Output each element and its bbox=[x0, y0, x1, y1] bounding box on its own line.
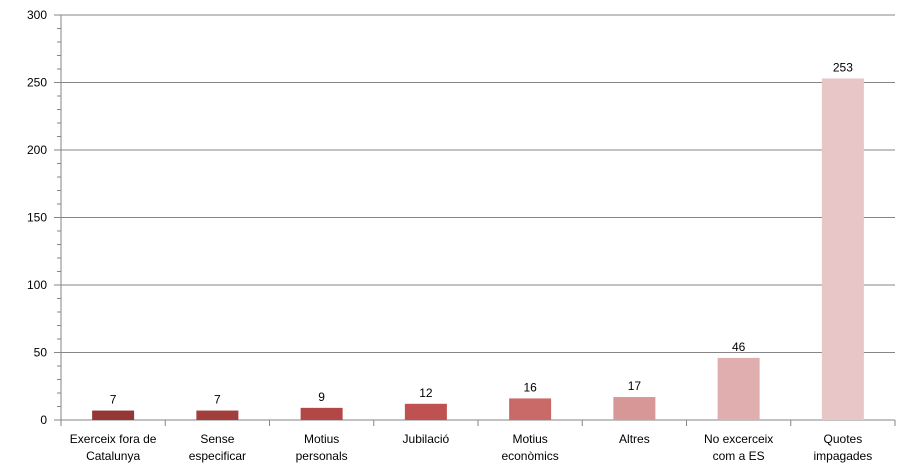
x-category-label-line: Motius bbox=[512, 432, 547, 446]
x-category-label-line: Sense bbox=[200, 432, 234, 446]
bar bbox=[509, 398, 552, 420]
x-category-label: Altres bbox=[619, 432, 650, 446]
x-category-label: Motius econòmics bbox=[501, 432, 558, 463]
data-label: 7 bbox=[214, 393, 221, 407]
y-tick-label: 0 bbox=[40, 413, 47, 427]
bar bbox=[196, 410, 239, 420]
bar bbox=[821, 78, 864, 420]
bar bbox=[300, 407, 343, 420]
data-label: 46 bbox=[732, 340, 746, 354]
bars bbox=[92, 78, 864, 420]
x-category-label-line: Quotes bbox=[824, 432, 863, 446]
data-label: 253 bbox=[833, 60, 853, 74]
x-category-label-line: com a ES bbox=[713, 449, 765, 463]
gridlines bbox=[61, 14, 895, 353]
data-label: 16 bbox=[523, 380, 537, 394]
x-category-label-line: Exerceix fora de bbox=[70, 432, 157, 446]
x-category-label: Motius personals bbox=[296, 432, 348, 463]
y-tick-label: 50 bbox=[34, 346, 48, 360]
x-category-label: Exerceix fora de Catalunya bbox=[70, 432, 157, 463]
data-label: 9 bbox=[318, 390, 325, 404]
bar bbox=[717, 357, 760, 420]
bar bbox=[404, 403, 447, 420]
labels: 0 50 100 150 200 250 300 7 Exerceix fora de Catal… bbox=[27, 8, 872, 463]
y-tick-label: 150 bbox=[27, 211, 47, 225]
y-tick-label: 250 bbox=[27, 76, 47, 90]
x-category-label: Sense especificar bbox=[189, 432, 246, 463]
x-category-label: Jubilació bbox=[403, 432, 450, 446]
y-tick-label: 300 bbox=[27, 8, 47, 22]
data-label: 7 bbox=[110, 393, 117, 407]
data-label: 12 bbox=[419, 386, 433, 400]
x-category-label-line: Motius bbox=[304, 432, 339, 446]
x-category-label-line: personals bbox=[296, 449, 348, 463]
axes bbox=[54, 14, 896, 426]
x-category-label-line: especificar bbox=[189, 449, 246, 463]
x-category-label-line: Altres bbox=[619, 432, 650, 446]
x-category-label: No excerceix com a ES bbox=[704, 432, 773, 463]
bar bbox=[613, 397, 656, 420]
x-category-label-line: No excerceix bbox=[704, 432, 773, 446]
x-category-label-line: impagades bbox=[814, 449, 873, 463]
y-tick-label: 100 bbox=[27, 278, 47, 292]
x-category-label-line: Jubilació bbox=[403, 432, 450, 446]
data-label: 17 bbox=[628, 379, 642, 393]
x-category-label: Quotes impagades bbox=[814, 432, 873, 463]
bar bbox=[92, 410, 135, 420]
x-category-label-line: Catalunya bbox=[86, 449, 140, 463]
x-category-label-line: econòmics bbox=[501, 449, 558, 463]
y-tick-label: 200 bbox=[27, 143, 47, 157]
